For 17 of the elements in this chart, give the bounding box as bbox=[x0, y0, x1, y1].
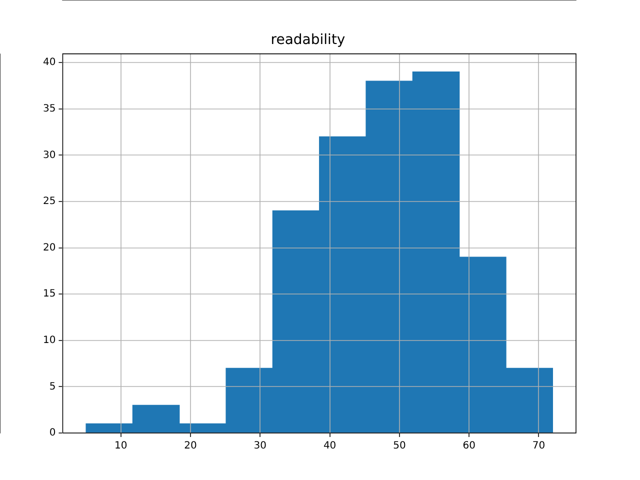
x-tick-label: 10 bbox=[114, 440, 128, 452]
y-tick-label: 25 bbox=[42, 196, 56, 208]
y-tick-label: 5 bbox=[49, 381, 56, 392]
x-tick-label: 30 bbox=[254, 440, 267, 452]
y-tick-label: 15 bbox=[42, 288, 56, 300]
x-tick-label: 70 bbox=[532, 440, 546, 452]
y-tick-label: 0 bbox=[49, 428, 56, 439]
y-tick-label: 40 bbox=[42, 57, 56, 68]
y-tick-label: 10 bbox=[42, 334, 56, 346]
x-tick-label: 20 bbox=[184, 440, 197, 452]
x-tick-label: 40 bbox=[323, 440, 336, 452]
y-tick-label: 35 bbox=[42, 103, 56, 114]
y-tick-label: 20 bbox=[42, 242, 56, 254]
chart-title: readability bbox=[270, 32, 346, 48]
y-tick-label: 30 bbox=[42, 150, 56, 161]
x-tick-label: 60 bbox=[462, 440, 476, 452]
x-tick-label: 50 bbox=[393, 440, 406, 452]
